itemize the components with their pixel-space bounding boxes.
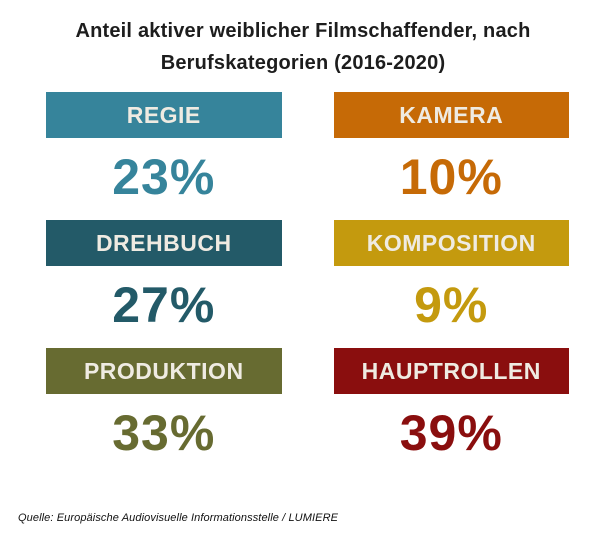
- stat-card-hauptrollen: HAUPTROLLEN 39%: [333, 348, 569, 472]
- category-header-produktion: PRODUKTION: [46, 348, 282, 394]
- chart-title-line2: Berufskategorien (2016-2020): [160, 52, 446, 74]
- percent-value-hauptrollen: 39%: [399, 405, 503, 461]
- stat-card-komposition: KOMPOSITION 9%: [333, 220, 569, 344]
- source-note: Quelle: Europäische Audiovisuelle Inform…: [18, 512, 339, 524]
- category-header-kamera: KAMERA: [333, 92, 569, 138]
- percent-value-kamera: 10%: [399, 149, 503, 205]
- stat-card-regie: REGIE 23%: [46, 92, 282, 216]
- percent-value-drehbuch: 27%: [112, 277, 216, 333]
- category-header-drehbuch: DREHBUCH: [46, 220, 282, 266]
- stats-grid: REGIE 23% KAMERA 10% DREHBUCH 27% KOMPOS…: [0, 79, 606, 472]
- stat-card-kamera: KAMERA 10%: [333, 92, 569, 216]
- stat-card-produktion: PRODUKTION 33%: [46, 348, 282, 472]
- category-header-hauptrollen: HAUPTROLLEN: [333, 348, 569, 394]
- category-header-komposition: KOMPOSITION: [333, 220, 569, 266]
- percent-value-regie: 23%: [112, 149, 216, 205]
- chart-title: Anteil aktiver weiblicher Filmschaffende…: [0, 0, 606, 79]
- percent-value-komposition: 9%: [414, 277, 489, 333]
- category-header-regie: REGIE: [46, 92, 282, 138]
- stat-card-drehbuch: DREHBUCH 27%: [46, 220, 282, 344]
- percent-value-produktion: 33%: [112, 405, 216, 461]
- chart-title-line1: Anteil aktiver weiblicher Filmschaffende…: [75, 20, 531, 42]
